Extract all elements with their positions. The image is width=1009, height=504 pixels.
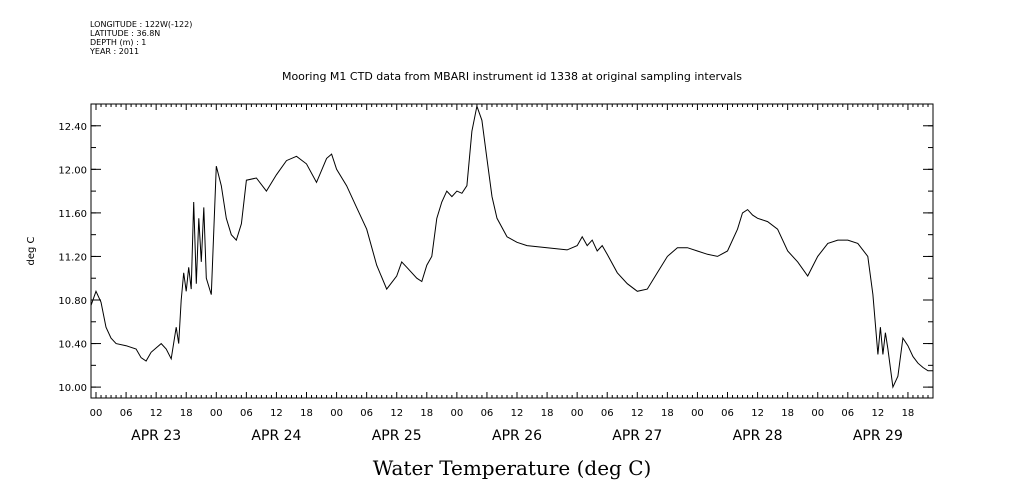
x-tick-label: 12 (390, 408, 403, 419)
y-tick-label: 10.00 (58, 383, 87, 394)
x-tick-label: 06 (721, 408, 734, 419)
x-tick-label: 18 (180, 408, 193, 419)
latitude-label: LATITUDE : 36.8N (90, 29, 161, 38)
x-tick-label: 00 (330, 408, 343, 419)
x-day-label: APR 23 (131, 428, 181, 444)
x-axis-label: Water Temperature (deg C) (373, 456, 652, 480)
x-day-label: APR 27 (612, 428, 662, 444)
x-day-label: APR 25 (372, 428, 422, 444)
x-day-label: APR 26 (492, 428, 542, 444)
x-day-label: APR 29 (853, 428, 903, 444)
series-line (90, 104, 933, 389)
x-tick-label: 18 (541, 408, 554, 419)
x-tick-label: 18 (902, 408, 915, 419)
x-day-label: APR 24 (251, 428, 301, 444)
x-tick-label: 00 (210, 408, 223, 419)
x-tick-label: 06 (360, 408, 373, 419)
plot-frame (90, 103, 934, 399)
x-tick-label: 12 (751, 408, 764, 419)
x-axis: 00 06 12 18 00 06 12 18 00 06 12 18 00 06 12 18 00 06 12 18… (90, 104, 934, 444)
y-axis-label: deg C (26, 236, 37, 265)
x-tick-label: 18 (661, 408, 674, 419)
metadata-block: LONGITUDE : 122W(-122) LATITUDE : 36.8N … (90, 20, 192, 56)
y-tick-label: 10.40 (58, 340, 87, 351)
chart-title: Mooring M1 CTD data from MBARI instrumen… (282, 70, 742, 83)
x-tick-label: 06 (120, 408, 133, 419)
x-tick-label: 12 (631, 408, 644, 419)
x-tick-label: 12 (511, 408, 524, 419)
y-tick-label: 11.20 (58, 252, 87, 263)
y-tick-label: 12.00 (58, 165, 87, 176)
y-axis: 10.00 10.40 10.80 11.20 11.60 12.00 12.40 (58, 103, 933, 394)
x-tick-label: 12 (872, 408, 885, 419)
x-tick-label: 12 (270, 408, 283, 419)
x-tick-label: 18 (781, 408, 794, 419)
year-label: YEAR : 2011 (90, 47, 140, 56)
x-tick-label: 00 (90, 408, 103, 419)
x-tick-label: 00 (691, 408, 704, 419)
x-tick-label: 06 (601, 408, 614, 419)
x-day-label: APR 28 (733, 428, 783, 444)
depth-label: DEPTH (m) : 1 (90, 38, 147, 47)
x-tick-label: 06 (841, 408, 854, 419)
y-tick-label: 12.40 (58, 122, 87, 133)
x-tick-label: 00 (571, 408, 584, 419)
y-tick-label: 11.60 (58, 209, 87, 220)
longitude-label: LONGITUDE : 122W(-122) (90, 20, 193, 29)
x-tick-label: 18 (300, 408, 313, 419)
y-tick-label: 10.80 (58, 296, 87, 307)
x-tick-label: 06 (240, 408, 253, 419)
x-tick-label: 12 (150, 408, 163, 419)
x-tick-label: 00 (811, 408, 824, 419)
x-tick-label: 18 (420, 408, 433, 419)
x-tick-label: 06 (481, 408, 494, 419)
x-tick-label: 00 (451, 408, 464, 419)
